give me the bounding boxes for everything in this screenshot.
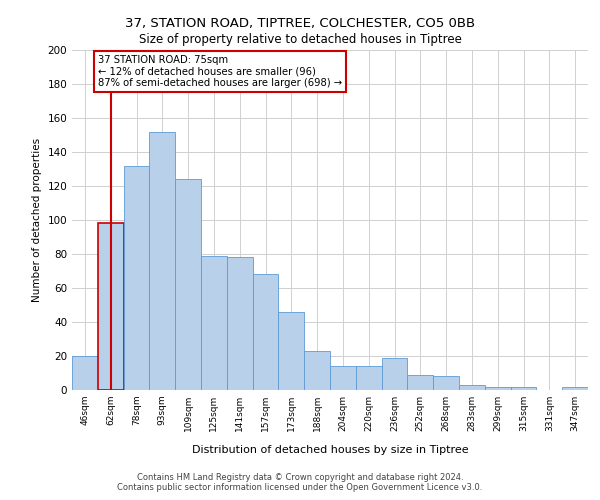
Bar bbox=[407, 374, 433, 390]
Bar bbox=[98, 224, 124, 390]
Bar bbox=[562, 386, 588, 390]
Bar bbox=[201, 256, 227, 390]
Bar bbox=[227, 258, 253, 390]
Bar bbox=[356, 366, 382, 390]
Bar bbox=[175, 179, 201, 390]
Text: Size of property relative to detached houses in Tiptree: Size of property relative to detached ho… bbox=[139, 32, 461, 46]
Y-axis label: Number of detached properties: Number of detached properties bbox=[32, 138, 42, 302]
Bar bbox=[278, 312, 304, 390]
Bar bbox=[330, 366, 356, 390]
Bar bbox=[485, 386, 511, 390]
Bar bbox=[433, 376, 459, 390]
Bar bbox=[511, 386, 536, 390]
Bar bbox=[72, 356, 98, 390]
Text: 37 STATION ROAD: 75sqm
← 12% of detached houses are smaller (96)
87% of semi-det: 37 STATION ROAD: 75sqm ← 12% of detached… bbox=[98, 55, 342, 88]
Bar bbox=[149, 132, 175, 390]
Bar bbox=[382, 358, 407, 390]
X-axis label: Distribution of detached houses by size in Tiptree: Distribution of detached houses by size … bbox=[191, 445, 469, 455]
Text: 37, STATION ROAD, TIPTREE, COLCHESTER, CO5 0BB: 37, STATION ROAD, TIPTREE, COLCHESTER, C… bbox=[125, 18, 475, 30]
Bar bbox=[304, 351, 330, 390]
Text: Contains HM Land Registry data © Crown copyright and database right 2024.
Contai: Contains HM Land Registry data © Crown c… bbox=[118, 473, 482, 492]
Bar bbox=[253, 274, 278, 390]
Bar bbox=[124, 166, 149, 390]
Bar bbox=[459, 385, 485, 390]
